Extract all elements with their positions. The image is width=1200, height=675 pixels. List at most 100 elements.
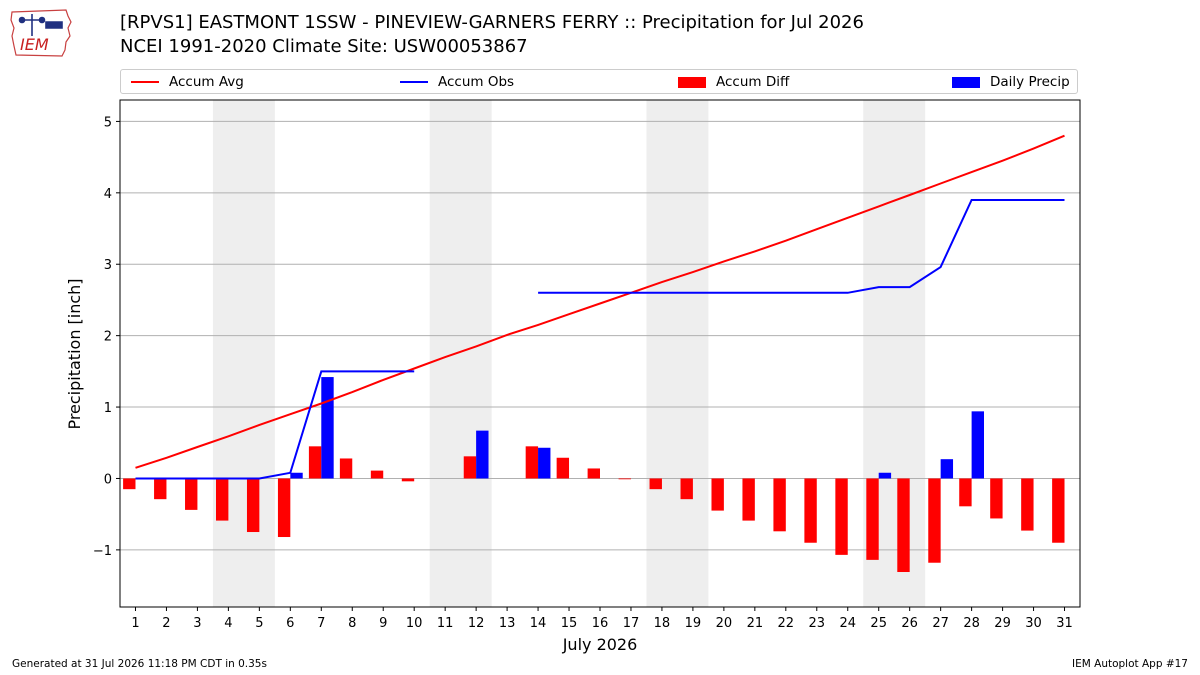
y-tick-label: 0 bbox=[104, 472, 112, 487]
y-tick-label: −1 bbox=[93, 544, 112, 559]
x-tick-label: 4 bbox=[224, 616, 232, 631]
y-tick-label: 1 bbox=[104, 401, 112, 416]
accum-diff-bar bbox=[990, 478, 1003, 519]
accum-avg-line bbox=[135, 134, 1065, 469]
daily-precip-bar bbox=[538, 447, 551, 479]
legend-label: Daily Precip bbox=[990, 74, 1070, 90]
accum-diff-bar bbox=[742, 478, 755, 521]
x-tick-label: 11 bbox=[437, 616, 454, 631]
accum-diff-bar bbox=[680, 478, 693, 500]
iowa-outline-icon bbox=[10, 9, 72, 57]
x-tick-label: 26 bbox=[901, 616, 918, 631]
x-tick-label: 12 bbox=[468, 616, 485, 631]
x-tick-label: 14 bbox=[530, 616, 547, 631]
x-tick-label: 7 bbox=[317, 616, 325, 631]
daily-precip-bar bbox=[878, 472, 892, 479]
accum-diff-bar bbox=[463, 456, 477, 479]
daily-precip-bar bbox=[321, 377, 334, 479]
legend-label: Accum Avg bbox=[169, 74, 244, 90]
accum-diff-bar bbox=[835, 478, 848, 555]
daily-precip-bar bbox=[476, 430, 489, 479]
legend-item-accum-diff: Accum Diff bbox=[678, 73, 789, 91]
accum-diff-bar bbox=[556, 457, 570, 479]
legend-patch-swatch bbox=[678, 76, 706, 88]
y-axis-label: Precipitation [inch] bbox=[65, 278, 84, 429]
lines bbox=[135, 134, 1065, 480]
x-tick-label: 13 bbox=[499, 616, 516, 631]
x-tick-label: 8 bbox=[348, 616, 356, 631]
x-tick-label: 22 bbox=[778, 616, 795, 631]
weather-station-icon bbox=[18, 14, 63, 36]
accum-diff-bar bbox=[587, 468, 600, 479]
generated-timestamp: Generated at 31 Jul 2026 11:18 PM CDT in… bbox=[12, 658, 267, 670]
legend-item-accum-avg: Accum Avg bbox=[131, 73, 244, 91]
x-tick-label: 23 bbox=[809, 616, 826, 631]
x-tick-label: 28 bbox=[963, 616, 980, 631]
accum-diff-bar bbox=[370, 470, 384, 479]
daily-precip-bar bbox=[940, 459, 954, 479]
accum-diff-bar bbox=[525, 446, 539, 479]
accum-diff-bar bbox=[649, 478, 662, 490]
legend-label: Accum Diff bbox=[716, 74, 790, 90]
accum-diff-bar bbox=[246, 478, 260, 533]
accum-diff-bar bbox=[401, 478, 415, 482]
accum-diff-bar bbox=[277, 478, 291, 538]
legend-line-swatch bbox=[131, 81, 159, 83]
x-tick-label: 9 bbox=[379, 616, 387, 631]
accum-diff-bar bbox=[897, 478, 910, 573]
chart-subtitle: NCEI 1991-2020 Climate Site: USW00053867 bbox=[120, 36, 528, 57]
accum-diff-bar bbox=[1021, 478, 1034, 531]
app-credit: IEM Autoplot App #17 bbox=[1072, 658, 1188, 670]
x-tick-label: 20 bbox=[716, 616, 733, 631]
x-tick-label: 17 bbox=[623, 616, 640, 631]
chart-title: [RPVS1] EASTMONT 1SSW - PINEVIEW-GARNERS… bbox=[120, 12, 864, 33]
x-tick-label: 15 bbox=[561, 616, 578, 631]
x-tick-label: 10 bbox=[406, 616, 423, 631]
accum-diff-bar bbox=[959, 478, 972, 507]
legend-label: Accum Obs bbox=[438, 74, 515, 90]
accum-diff-bar bbox=[1052, 478, 1065, 543]
legend-line-swatch bbox=[400, 81, 428, 83]
accum-diff-bar bbox=[928, 478, 941, 563]
accum-diff-bar bbox=[216, 478, 229, 521]
y-tick-label: 3 bbox=[104, 258, 112, 273]
logo-text: IEM bbox=[20, 35, 49, 54]
x-tick-label: 27 bbox=[932, 616, 949, 631]
accum-diff-bar bbox=[866, 478, 879, 560]
accum-diff-bar bbox=[185, 478, 198, 510]
legend-item-daily-precip: Daily Precip bbox=[952, 73, 1070, 91]
daily-precip-bar bbox=[971, 411, 984, 479]
x-tick-label: 2 bbox=[162, 616, 170, 631]
x-axis-ticks: 1 2 3 4 5 6 7 8 9 10 11 12 13 14 15 16 17 18 19 20 21 22 23 24 2… bbox=[131, 607, 1073, 631]
daily-precip-bar bbox=[290, 472, 303, 479]
x-tick-label: 29 bbox=[994, 616, 1011, 631]
weekend-band bbox=[212, 100, 275, 607]
x-tick-label: 16 bbox=[592, 616, 609, 631]
weekend-band bbox=[646, 100, 709, 607]
accum-diff-bar bbox=[804, 478, 817, 543]
x-tick-label: 31 bbox=[1056, 616, 1073, 631]
x-tick-label: 24 bbox=[839, 616, 856, 631]
legend: Accum Avg Accum Obs Accum Diff Daily Pre… bbox=[120, 69, 1078, 94]
accum-diff-bar bbox=[154, 478, 167, 500]
accum-diff-bar bbox=[123, 478, 136, 490]
y-tick-label: 5 bbox=[104, 115, 112, 130]
x-axis-label: July 2026 bbox=[562, 635, 638, 654]
accum-diff-bar bbox=[308, 446, 322, 479]
accum-diff-bar bbox=[339, 458, 353, 479]
x-tick-label: 25 bbox=[870, 616, 887, 631]
legend-item-accum-obs: Accum Obs bbox=[400, 73, 514, 91]
accum-obs-line bbox=[135, 370, 415, 480]
x-tick-label: 5 bbox=[255, 616, 263, 631]
y-tick-label: 4 bbox=[104, 187, 112, 202]
x-tick-label: 30 bbox=[1025, 616, 1042, 631]
x-tick-label: 3 bbox=[193, 616, 201, 631]
accum-diff-bar bbox=[618, 478, 631, 480]
weekend-band bbox=[429, 100, 492, 607]
weekend-shading bbox=[212, 100, 926, 607]
accum-obs-line bbox=[538, 199, 1065, 294]
x-tick-label: 1 bbox=[131, 616, 139, 631]
bars bbox=[123, 377, 1065, 573]
iem-logo: IEM bbox=[10, 9, 72, 57]
